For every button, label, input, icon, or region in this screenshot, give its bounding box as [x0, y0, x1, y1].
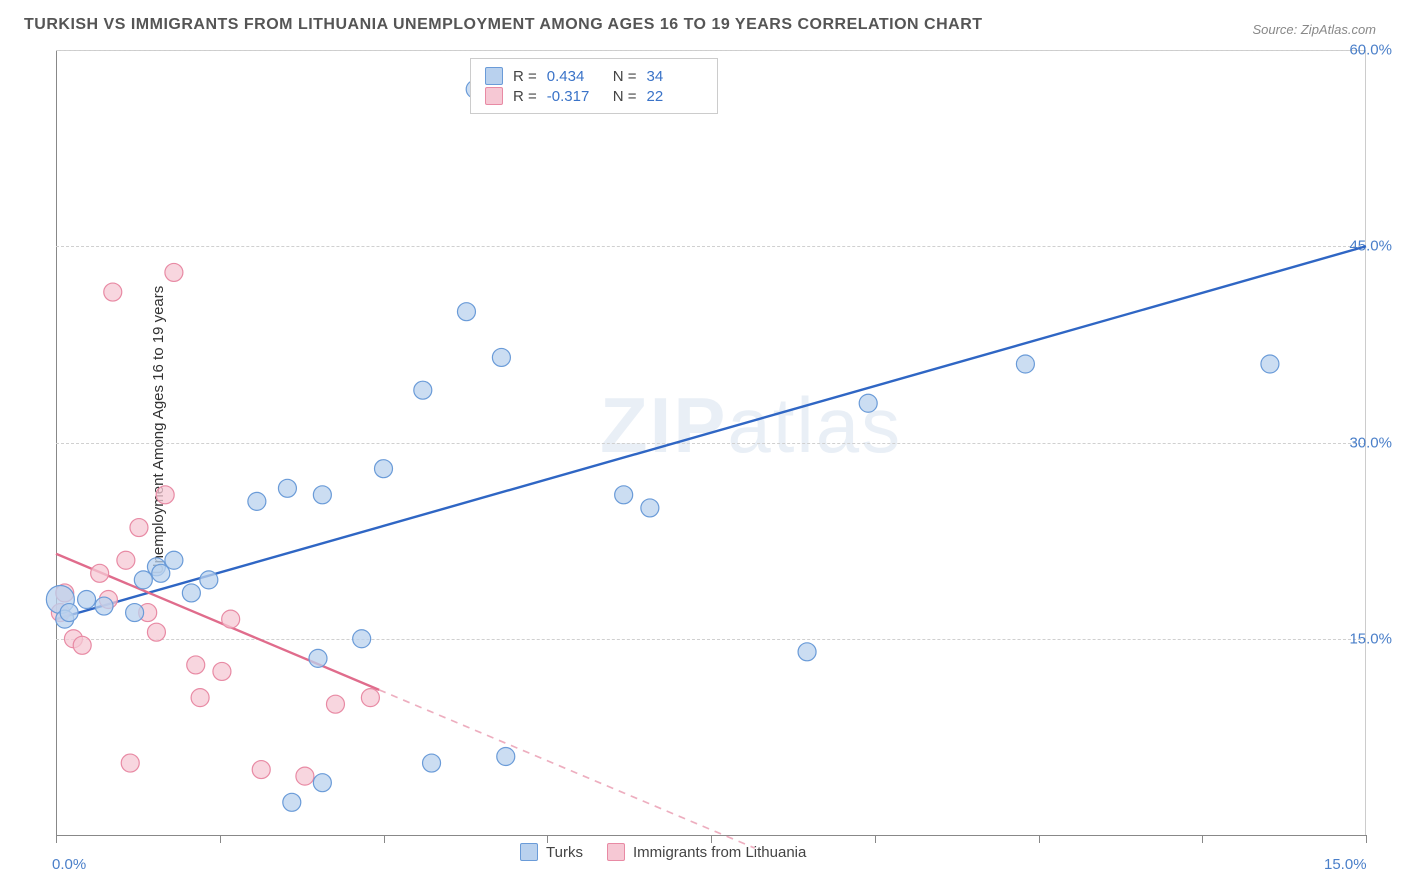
data-point: [859, 394, 877, 412]
legend-item-lithuania: Immigrants from Lithuania: [607, 843, 806, 861]
stats-row-turks: R = 0.434 N = 34: [485, 67, 703, 85]
data-point: [423, 754, 441, 772]
data-point: [283, 793, 301, 811]
data-point: [191, 689, 209, 707]
n-label: N =: [613, 68, 637, 85]
xtick: [1366, 835, 1367, 843]
data-point: [117, 551, 135, 569]
r-label: R =: [513, 68, 537, 85]
swatch-lithuania: [485, 87, 503, 105]
data-point: [641, 499, 659, 517]
swatch-turks: [485, 67, 503, 85]
legend-swatch-lithuania: [607, 843, 625, 861]
data-point: [213, 662, 231, 680]
data-point: [492, 348, 510, 366]
data-point: [121, 754, 139, 772]
data-point: [313, 486, 331, 504]
stats-legend: R = 0.434 N = 34 R = -0.317 N = 22: [470, 58, 718, 114]
data-point: [798, 643, 816, 661]
series-legend: Turks Immigrants from Lithuania: [520, 843, 806, 861]
legend-swatch-turks: [520, 843, 538, 861]
r-label: R =: [513, 88, 537, 105]
n-value-turks: 34: [647, 68, 703, 85]
n-label: N =: [613, 88, 637, 105]
xtick: [1039, 835, 1040, 843]
legend-item-turks: Turks: [520, 843, 583, 861]
data-point: [182, 584, 200, 602]
xtick: [711, 835, 712, 843]
xtick: [384, 835, 385, 843]
chart-title: TURKISH VS IMMIGRANTS FROM LITHUANIA UNE…: [24, 16, 983, 34]
xtick: [547, 835, 548, 843]
source-label: Source: ZipAtlas.com: [1252, 22, 1376, 37]
data-point: [78, 591, 96, 609]
data-point: [1261, 355, 1279, 373]
xtick: [875, 835, 876, 843]
data-point: [187, 656, 205, 674]
legend-label-lithuania: Immigrants from Lithuania: [633, 844, 806, 861]
data-point: [91, 564, 109, 582]
data-point: [615, 486, 633, 504]
data-point: [73, 636, 91, 654]
data-point: [375, 460, 393, 478]
legend-label-turks: Turks: [546, 844, 583, 861]
data-point: [326, 695, 344, 713]
chart-svg: [56, 50, 1366, 835]
stats-row-lithuania: R = -0.317 N = 22: [485, 87, 703, 105]
data-point: [457, 303, 475, 321]
xtick: [1202, 835, 1203, 843]
data-point: [414, 381, 432, 399]
data-point: [165, 263, 183, 281]
data-point: [134, 571, 152, 589]
data-point: [309, 649, 327, 667]
data-point: [361, 689, 379, 707]
data-point: [95, 597, 113, 615]
r-value-lithuania: -0.317: [547, 88, 603, 105]
data-point: [130, 519, 148, 537]
xtick-label: 15.0%: [1324, 856, 1367, 873]
data-point: [353, 630, 371, 648]
n-value-lithuania: 22: [647, 88, 703, 105]
xtick: [220, 835, 221, 843]
data-point: [296, 767, 314, 785]
data-point: [200, 571, 218, 589]
data-point: [222, 610, 240, 628]
data-point: [152, 564, 170, 582]
data-point: [252, 761, 270, 779]
data-point: [126, 604, 144, 622]
trend-line-solid: [56, 246, 1366, 619]
data-point: [165, 551, 183, 569]
data-point: [60, 604, 78, 622]
xtick-label: 0.0%: [52, 856, 86, 873]
r-value-turks: 0.434: [547, 68, 603, 85]
trend-lines: [56, 246, 1366, 848]
data-point: [497, 748, 515, 766]
data-point: [156, 486, 174, 504]
data-point: [104, 283, 122, 301]
data-point: [147, 623, 165, 641]
data-point: [1016, 355, 1034, 373]
data-point: [313, 774, 331, 792]
data-point: [278, 479, 296, 497]
xtick: [56, 835, 57, 843]
data-point: [248, 492, 266, 510]
